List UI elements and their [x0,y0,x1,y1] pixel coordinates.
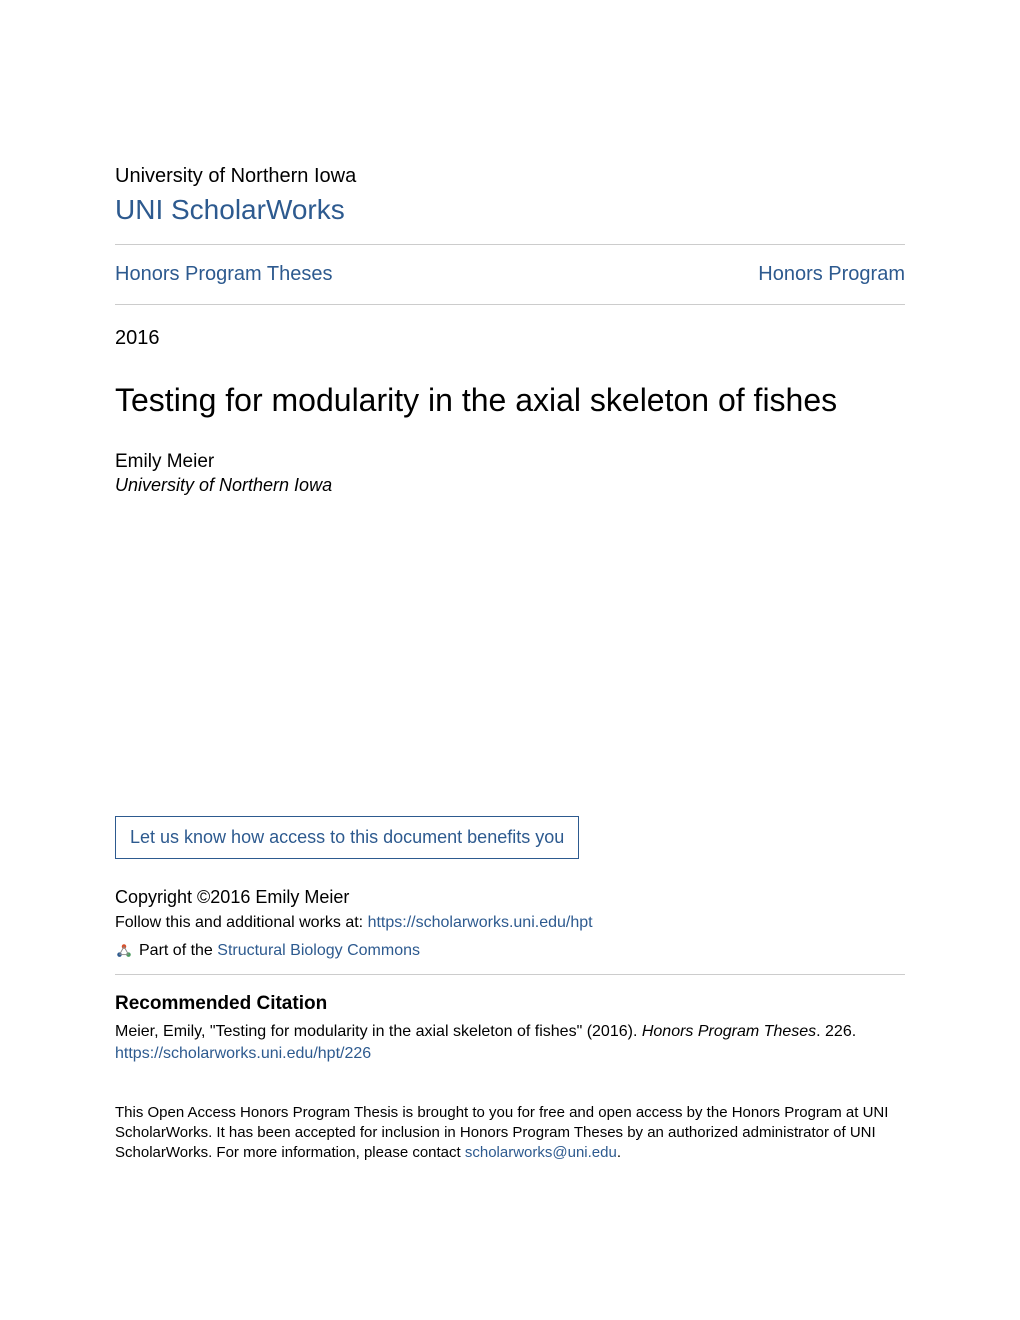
spacer [115,496,905,816]
nav-row: Honors Program Theses Honors Program [115,245,905,304]
part-of-text: Part of the Structural Biology Commons [139,942,420,960]
citation-italic: Honors Program Theses [642,1023,816,1040]
nav-program-link[interactable]: Honors Program [758,263,905,286]
citation-url-link[interactable]: https://scholarworks.uni.edu/hpt/226 [115,1045,905,1063]
citation-heading: Recommended Citation [115,993,905,1015]
author-affiliation: University of Northern Iowa [115,475,905,496]
footer-post: . [617,1144,621,1161]
commons-network-icon [115,942,133,960]
part-of-prefix: Part of the [139,942,217,959]
divider-citation [115,974,905,975]
scholarworks-link[interactable]: UNI ScholarWorks [115,194,905,226]
commons-link[interactable]: Structural Biology Commons [217,942,420,959]
footer-text: This Open Access Honors Program Thesis i… [115,1103,905,1164]
citation-pre: Meier, Emily, "Testing for modularity in… [115,1023,642,1040]
nav-theses-link[interactable]: Honors Program Theses [115,263,333,286]
feedback-link[interactable]: Let us know how access to this document … [130,827,564,847]
follow-prefix: Follow this and additional works at: [115,914,368,931]
divider-nav [115,304,905,305]
author-name: Emily Meier [115,451,905,473]
citation-text: Meier, Emily, "Testing for modularity in… [115,1021,905,1043]
document-title: Testing for modularity in the axial skel… [115,382,905,419]
follow-text: Follow this and additional works at: htt… [115,914,905,932]
feedback-box[interactable]: Let us know how access to this document … [115,816,579,859]
part-of-row: Part of the Structural Biology Commons [115,942,905,960]
follow-url-link[interactable]: https://scholarworks.uni.edu/hpt [368,914,593,931]
copyright-text: Copyright ©2016 Emily Meier [115,887,905,908]
citation-post: . 226. [816,1023,856,1040]
footer-email-link[interactable]: scholarworks@uni.edu [465,1144,617,1161]
publication-year: 2016 [115,327,905,350]
university-name: University of Northern Iowa [115,165,905,188]
